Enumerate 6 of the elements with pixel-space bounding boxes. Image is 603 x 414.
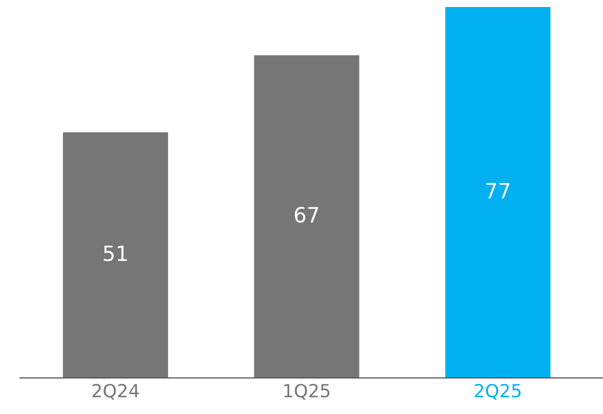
data-label: 67 [294, 206, 318, 223]
x-tick-label: 1Q25 [284, 384, 330, 400]
x-tick-label: 2Q25 [474, 384, 521, 400]
data-label: 51 [104, 246, 127, 262]
data-label: 77 [486, 183, 510, 198]
x-tick-label: 2Q24 [92, 384, 139, 400]
